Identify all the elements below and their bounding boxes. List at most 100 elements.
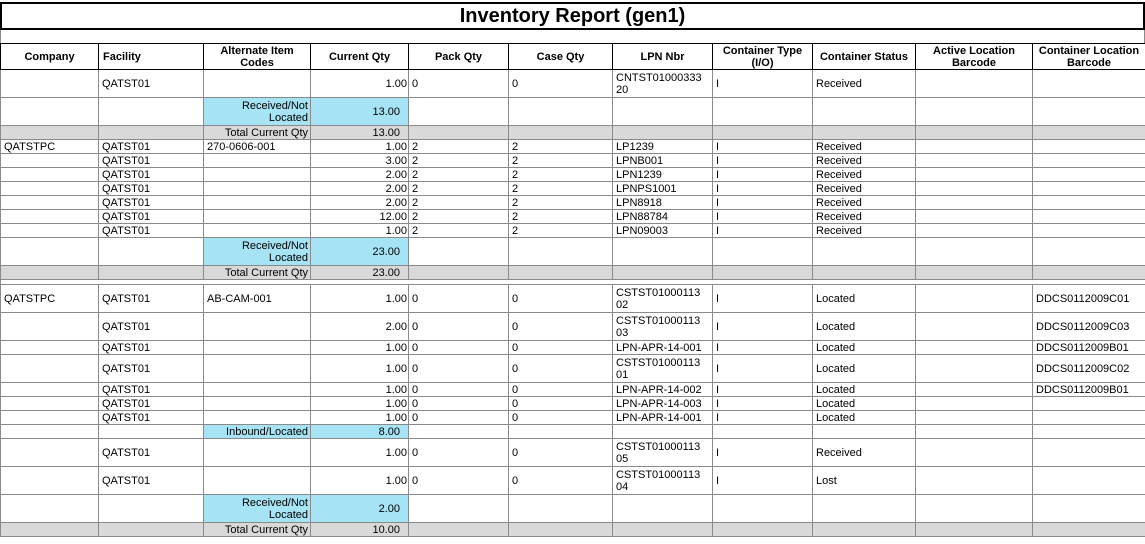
cell-facility [99,425,204,439]
cell-company [1,168,99,182]
cell-current_qty: 1.00 [311,224,409,238]
cell-lpn_nbr: LPN1239 [613,168,713,182]
cell-current_qty: 2.00 [311,196,409,210]
cell-container_location_barcode [1033,411,1145,425]
cell-current_qty: 1.00 [311,439,409,467]
cell-container_location_barcode [1033,140,1145,154]
cell-lpn_nbr: LPNB001 [613,154,713,168]
cell-container_location_barcode [1033,168,1145,182]
cell-company [1,98,99,126]
cell-company [1,126,99,140]
cell-facility: QATST01 [99,355,204,383]
cell-lpn_nbr [613,126,713,140]
cell-case_qty: 2 [509,210,613,224]
cell-active_location_barcode [916,383,1033,397]
cell-container_location_barcode [1033,70,1145,98]
cell-pack_qty: 2 [409,182,509,196]
cell-container_location_barcode [1033,495,1145,523]
cell-facility: QATST01 [99,341,204,355]
cell-container_type [713,425,813,439]
cell-container_location_barcode [1033,523,1145,537]
cell-facility: QATST01 [99,397,204,411]
cell-lpn_nbr: LPNPS1001 [613,182,713,196]
cell-container_type: I [713,355,813,383]
cell-alt_item_codes [204,313,311,341]
cell-current_qty: 2.00 [311,182,409,196]
cell-active_location_barcode [916,495,1033,523]
cell-current_qty: 1.00 [311,341,409,355]
cell-current_qty: 12.00 [311,210,409,224]
cell-container_location_barcode [1033,439,1145,467]
cell-current_qty: 1.00 [311,467,409,495]
column-header-case_qty: Case Qty [509,44,613,70]
cell-facility [99,495,204,523]
cell-container_location_barcode [1033,154,1145,168]
cell-case_qty: 0 [509,383,613,397]
cell-company [1,210,99,224]
cell-active_location_barcode [916,70,1033,98]
cell-container_status: Lost [813,467,916,495]
cell-container_status [813,238,916,266]
cell-facility: QATST01 [99,285,204,313]
cell-container_status: Received [813,196,916,210]
cell-lpn_nbr: LPN88784 [613,210,713,224]
cell-lpn_nbr: LPN-APR-14-003 [613,397,713,411]
cell-company [1,154,99,168]
cell-active_location_barcode [916,523,1033,537]
report-title: Inventory Report (gen1) [0,2,1145,30]
cell-active_location_barcode [916,266,1033,280]
cell-active_location_barcode [916,210,1033,224]
cell-container_status: Located [813,341,916,355]
cell-container_location_barcode [1033,238,1145,266]
cell-container_location_barcode: DDCS0112009C01 [1033,285,1145,313]
cell-current_qty: 1.00 [311,397,409,411]
cell-container_type [713,98,813,126]
cell-company [1,313,99,341]
cell-active_location_barcode [916,355,1033,383]
summary-qty: 23.00 [311,238,409,266]
cell-alt_item_codes: 270-0606-001 [204,140,311,154]
cell-pack_qty [409,126,509,140]
cell-container_location_barcode: DDCS0112009C02 [1033,355,1145,383]
cell-lpn_nbr: LPN8918 [613,196,713,210]
cell-current_qty: 3.00 [311,154,409,168]
cell-case_qty: 0 [509,285,613,313]
column-header-company: Company [1,44,99,70]
cell-container_type: I [713,140,813,154]
cell-alt_item_codes [204,397,311,411]
cell-facility: QATST01 [99,210,204,224]
cell-active_location_barcode [916,285,1033,313]
cell-case_qty [509,266,613,280]
cell-pack_qty: 0 [409,397,509,411]
cell-active_location_barcode [916,425,1033,439]
cell-container_type [713,523,813,537]
title-spacer [0,30,1145,43]
total-label: Total Current Qty [204,266,311,280]
cell-case_qty: 0 [509,467,613,495]
cell-company [1,70,99,98]
cell-pack_qty: 2 [409,154,509,168]
summary-qty: 13.00 [311,98,409,126]
cell-pack_qty [409,266,509,280]
cell-container_status: Located [813,285,916,313]
total-label: Total Current Qty [204,523,311,537]
cell-company [1,397,99,411]
cell-facility: QATST01 [99,168,204,182]
cell-container_status: Located [813,397,916,411]
cell-facility: QATST01 [99,140,204,154]
cell-container_status: Located [813,383,916,397]
cell-lpn_nbr: LPN-APR-14-002 [613,383,713,397]
cell-pack_qty: 0 [409,467,509,495]
cell-alt_item_codes [204,70,311,98]
